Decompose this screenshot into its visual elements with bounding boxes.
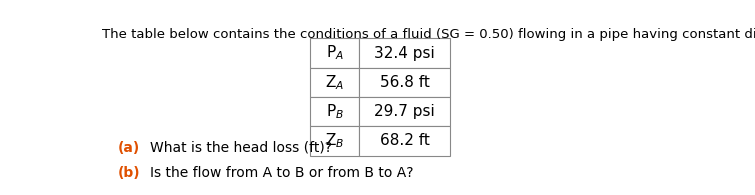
- Text: 32.4 psi: 32.4 psi: [374, 46, 435, 61]
- Text: The table below contains the conditions of a fluid (SG = 0.50) flowing in a pipe: The table below contains the conditions …: [102, 28, 755, 41]
- Text: Z$_A$: Z$_A$: [325, 73, 344, 92]
- Bar: [359, 68, 450, 97]
- Bar: [310, 126, 359, 156]
- Text: Is the flow from A to B or from B to A?: Is the flow from A to B or from B to A?: [150, 166, 414, 180]
- Text: What is the head loss (ft)?: What is the head loss (ft)?: [150, 141, 332, 154]
- Text: Z$_B$: Z$_B$: [325, 132, 344, 150]
- Text: 29.7 psi: 29.7 psi: [374, 104, 435, 119]
- Text: 56.8 ft: 56.8 ft: [380, 75, 430, 90]
- Bar: [359, 97, 450, 126]
- Text: (a): (a): [118, 141, 140, 154]
- Text: P$_A$: P$_A$: [325, 44, 344, 62]
- Text: (b): (b): [118, 166, 140, 180]
- Bar: [310, 38, 359, 68]
- Text: P$_B$: P$_B$: [325, 102, 344, 121]
- Text: 68.2 ft: 68.2 ft: [380, 133, 430, 148]
- Bar: [310, 68, 359, 97]
- Bar: [359, 38, 450, 68]
- Bar: [359, 126, 450, 156]
- Bar: [310, 97, 359, 126]
